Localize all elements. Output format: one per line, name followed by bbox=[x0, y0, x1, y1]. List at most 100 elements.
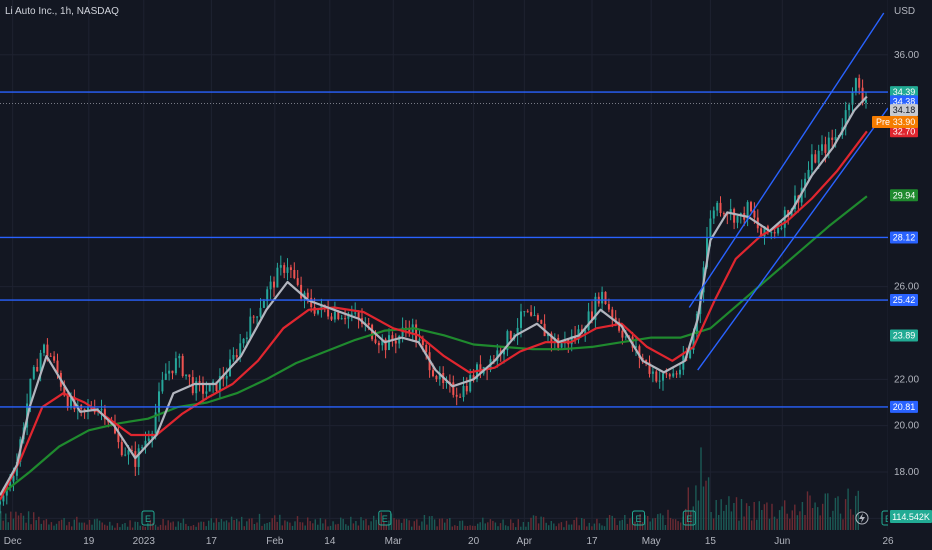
volume-bar bbox=[672, 519, 674, 530]
volume-bar bbox=[512, 522, 514, 530]
volume-bar bbox=[177, 521, 179, 530]
volume-bar bbox=[794, 504, 796, 530]
volume-bar bbox=[314, 519, 316, 530]
candle-body bbox=[276, 267, 279, 288]
x-tick-label: 26 bbox=[882, 536, 894, 547]
earnings-marker-icon[interactable]: E bbox=[141, 510, 155, 526]
lightning-icon[interactable] bbox=[855, 511, 869, 525]
candle-body bbox=[350, 313, 353, 315]
volume-bar bbox=[510, 519, 512, 530]
x-tick-label: 2023 bbox=[133, 536, 156, 547]
candle-body bbox=[130, 450, 133, 452]
candle-body bbox=[655, 371, 658, 382]
volume-bar bbox=[484, 523, 486, 530]
candle-body bbox=[144, 440, 147, 448]
candle-body bbox=[591, 311, 593, 320]
x-tick-label: May bbox=[642, 536, 661, 547]
candle-body bbox=[844, 110, 847, 128]
earnings-marker-icon[interactable]: E bbox=[378, 510, 392, 526]
candle-body bbox=[374, 339, 377, 343]
volume-bar bbox=[776, 518, 778, 530]
candle-body bbox=[185, 374, 188, 377]
volume-bar bbox=[367, 525, 370, 530]
svg-text:E: E bbox=[636, 514, 642, 524]
volume-bar bbox=[319, 518, 322, 530]
volume-bar bbox=[751, 520, 753, 530]
price-tag: 28.12 bbox=[890, 231, 918, 244]
horizontal-levels[interactable] bbox=[0, 91, 888, 408]
y-tick-label: 26.00 bbox=[894, 282, 919, 293]
candle-body bbox=[327, 309, 330, 317]
volume-bar bbox=[522, 522, 525, 530]
candle-body bbox=[794, 195, 796, 209]
candle-body bbox=[536, 315, 539, 321]
volume-bar bbox=[431, 516, 433, 530]
candle-body bbox=[53, 356, 56, 361]
volume-bar bbox=[494, 522, 497, 530]
candle-body bbox=[709, 218, 712, 238]
candle-body bbox=[712, 210, 715, 219]
series-line-ma-mid[interactable] bbox=[0, 130, 868, 501]
candle-body bbox=[665, 373, 668, 375]
volume-bar bbox=[5, 513, 7, 530]
volume-bar bbox=[101, 522, 103, 530]
volume-bar bbox=[674, 519, 677, 530]
candle-body bbox=[418, 339, 421, 341]
volume-bar bbox=[593, 523, 596, 530]
candle-body bbox=[239, 343, 242, 358]
series-line-ma-slow[interactable] bbox=[0, 195, 868, 497]
candle-body bbox=[777, 227, 780, 234]
candle-body bbox=[245, 337, 248, 339]
volume-bar bbox=[824, 493, 826, 530]
candle-body bbox=[87, 406, 89, 410]
volume-bar bbox=[659, 513, 662, 530]
candle-body bbox=[340, 318, 343, 320]
volume-bar bbox=[560, 522, 563, 530]
earnings-marker-icon[interactable]: E bbox=[682, 510, 696, 526]
volume-bar bbox=[274, 515, 276, 530]
volume-bar bbox=[740, 499, 743, 530]
time-axis-panel[interactable] bbox=[0, 530, 932, 550]
svg-text:E: E bbox=[686, 514, 692, 524]
volume-bar bbox=[317, 524, 319, 530]
volume-bar bbox=[591, 526, 593, 530]
volume-bar bbox=[312, 523, 314, 530]
volume-bar bbox=[0, 511, 2, 530]
volume-bar bbox=[347, 525, 349, 530]
volume-bar bbox=[170, 522, 172, 530]
candle-body bbox=[574, 335, 577, 340]
volume-bar bbox=[520, 526, 522, 530]
series-line-ma-fast[interactable] bbox=[0, 95, 868, 496]
candle-body bbox=[317, 310, 319, 314]
volume-bar bbox=[753, 502, 755, 530]
earnings-marker-icon[interactable]: E bbox=[632, 510, 646, 526]
candle-body bbox=[262, 301, 265, 308]
svg-text:28.12: 28.12 bbox=[893, 232, 916, 242]
candle-body bbox=[851, 92, 854, 105]
volume-bar bbox=[644, 515, 646, 530]
candle-body bbox=[313, 307, 316, 314]
volume-bar bbox=[690, 511, 692, 530]
candle-body bbox=[242, 338, 245, 344]
candle-body bbox=[736, 216, 739, 223]
candle-body bbox=[398, 336, 401, 344]
volume-bar bbox=[725, 504, 727, 530]
x-tick-label: Dec bbox=[4, 536, 22, 547]
volume-bar bbox=[515, 527, 517, 530]
channel-line[interactable] bbox=[688, 12, 885, 308]
volume-bar bbox=[654, 518, 656, 530]
volume-bar bbox=[192, 525, 195, 530]
volume-bar bbox=[365, 518, 367, 530]
volume-bar bbox=[159, 524, 162, 530]
volume-bar bbox=[413, 521, 415, 530]
volume-bar bbox=[96, 518, 98, 530]
trend-channel[interactable] bbox=[688, 12, 889, 371]
price-tag: 25.42 bbox=[890, 294, 918, 307]
channel-line[interactable] bbox=[697, 107, 889, 371]
volume-bar bbox=[616, 525, 618, 530]
volume-bar bbox=[735, 497, 738, 530]
volume-bar bbox=[421, 521, 423, 530]
candle-body bbox=[381, 339, 384, 346]
volume-bar bbox=[60, 519, 63, 530]
